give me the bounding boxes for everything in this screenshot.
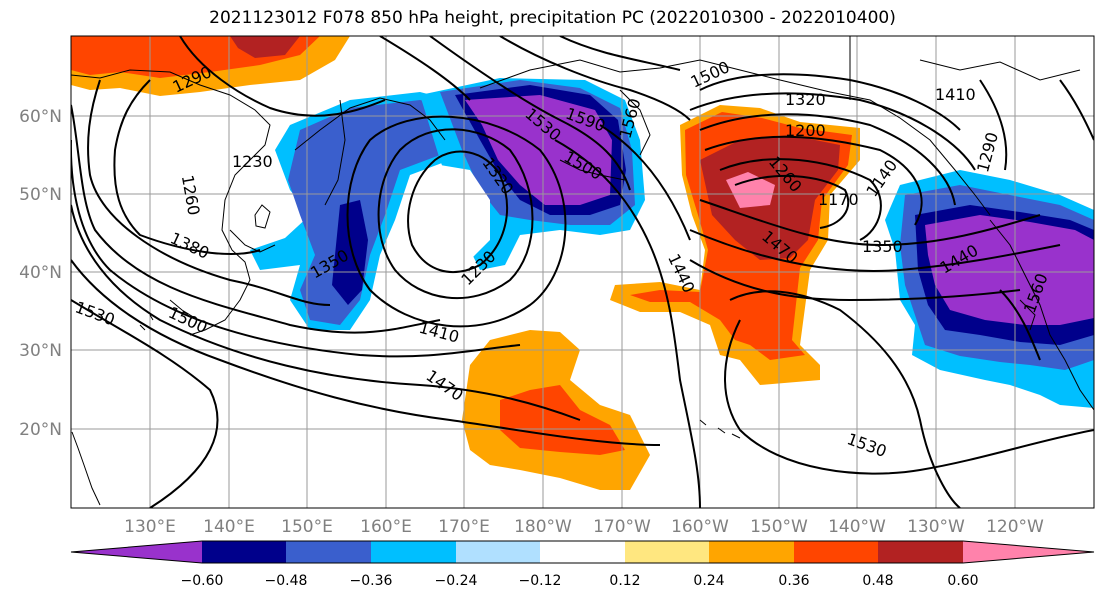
lon-label: 130°W (907, 517, 965, 537)
colorbar-segment (709, 541, 794, 563)
map-title: 2021123012 F078 850 hPa height, precipit… (209, 8, 896, 28)
colorbar-segment (878, 541, 963, 563)
colorbar-outline (70, 540, 1095, 564)
lon-label: 130°E (124, 517, 176, 537)
colorbar-segment (625, 541, 709, 563)
contour-label: 1230 (232, 152, 273, 171)
latitude-labels: 60°N 50°N 40°N 30°N 20°N (19, 107, 62, 440)
colorbar-tick-label: −0.24 (435, 573, 478, 589)
lon-label: 170°W (593, 517, 651, 537)
colorbar-segment (371, 541, 456, 563)
contour-label: 1350 (862, 237, 903, 256)
precip-shading (71, 36, 1094, 490)
colorbar-tick-label: 0.36 (778, 573, 809, 589)
graticule (71, 36, 1094, 508)
lat-label: 30°N (19, 341, 62, 361)
lat-label: 20°N (19, 420, 62, 440)
colorbar-segment (794, 541, 878, 563)
colorbar: −0.60 −0.48 −0.36 −0.24 −0.12 0.12 0.24 … (70, 540, 1095, 589)
contour-label: 1320 (785, 90, 826, 109)
contour-label: 1410 (935, 85, 976, 104)
colorbar-tick-label: −0.48 (265, 573, 308, 589)
lon-label: 170°E (438, 517, 490, 537)
height-contours (71, 36, 1094, 508)
colorbar-segment (286, 541, 371, 563)
colorbar-tick-label: −0.60 (181, 573, 224, 589)
colorbar-tick-label: −0.12 (519, 573, 562, 589)
lat-label: 60°N (19, 107, 62, 127)
colorbar-segment (456, 541, 540, 563)
lon-label: 180°W (514, 517, 572, 537)
coastlines (71, 36, 1094, 506)
lon-label: 150°W (750, 517, 808, 537)
colorbar-tick-label: 0.12 (609, 573, 640, 589)
colorbar-segment (963, 541, 1094, 563)
lon-label: 160°W (671, 517, 729, 537)
lat-label: 40°N (19, 263, 62, 283)
contour-label: 1200 (785, 121, 826, 140)
map-frame (70, 35, 1095, 509)
lon-label: 140°W (828, 517, 886, 537)
map-area: 1290 1230 1260 1380 1350 1530 1500 1590 … (71, 36, 1094, 508)
colorbar-segment (71, 541, 202, 563)
contour-label: 1170 (818, 190, 859, 209)
lon-label: 150°E (281, 517, 333, 537)
longitude-labels: 130°E 140°E 150°E 160°E 170°E 180°W 170°… (124, 517, 1044, 537)
lon-label: 160°E (360, 517, 412, 537)
colorbar-segment (202, 541, 286, 563)
colorbar-tick-label: 0.60 (947, 573, 978, 589)
lat-label: 50°N (19, 185, 62, 205)
lon-label: 140°E (203, 517, 255, 537)
colorbar-segment (540, 541, 625, 563)
colorbar-tick-label: 0.48 (862, 573, 893, 589)
colorbar-tick-label: −0.36 (350, 573, 393, 589)
colorbar-tick-label: 0.24 (693, 573, 724, 589)
lon-label: 120°W (986, 517, 1044, 537)
